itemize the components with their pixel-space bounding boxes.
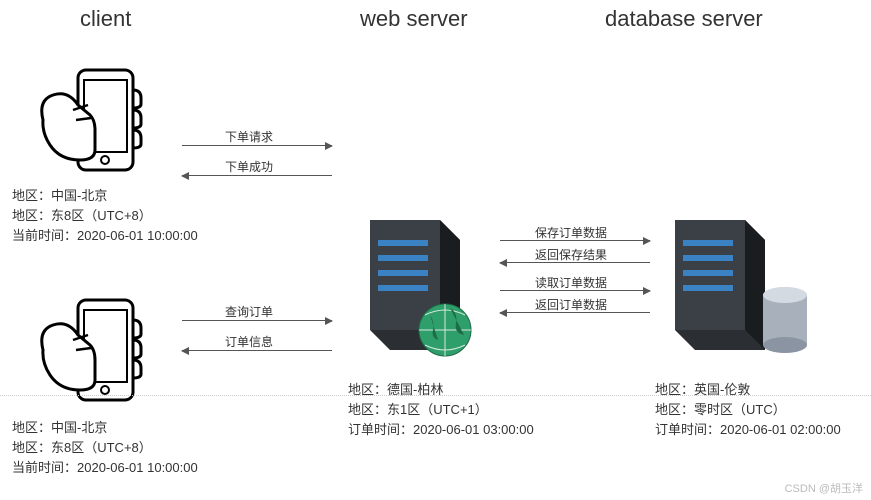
dbserver-tz: 地区：零时区（UTC） (655, 400, 841, 420)
client1-time: 当前时间：2020-06-01 10:00:00 (12, 226, 198, 246)
client2-phone-icon (28, 290, 148, 410)
client-column-title: client (80, 6, 131, 32)
arrow-read-order-label: 读取订单数据 (535, 274, 607, 291)
watermark: CSDN @胡玉洋 (785, 480, 863, 496)
dbserver-info: 地区：英国-伦敦 地区：零时区（UTC） 订单时间：2020-06-01 02:… (655, 380, 841, 440)
client1-tz: 地区：东8区（UTC+8） (12, 206, 198, 226)
webserver-time: 订单时间：2020-06-01 03:00:00 (348, 420, 534, 440)
arrow-save-result-label: 返回保存结果 (535, 246, 607, 263)
arrow-order-request (182, 145, 332, 146)
client2-location: 地区：中国-北京 (12, 418, 198, 438)
arrow-order-success (182, 175, 332, 176)
arrow-order-success-label: 下单成功 (225, 158, 273, 175)
webserver-tz: 地区：东1区（UTC+1） (348, 400, 534, 420)
client1-location: 地区：中国-北京 (12, 186, 198, 206)
dotted-divider (0, 395, 871, 396)
dbserver-location: 地区：英国-伦敦 (655, 380, 841, 400)
dbserver-time: 订单时间：2020-06-01 02:00:00 (655, 420, 841, 440)
arrow-order-info-label: 订单信息 (225, 333, 273, 350)
client1-phone-icon (28, 60, 148, 180)
arrow-query-order (182, 320, 332, 321)
client2-time: 当前时间：2020-06-01 10:00:00 (12, 458, 198, 478)
webserver-location: 地区：德国-柏林 (348, 380, 534, 400)
arrow-return-order-label: 返回订单数据 (535, 296, 607, 313)
arrow-order-request-label: 下单请求 (225, 128, 273, 145)
client1-info: 地区：中国-北京 地区：东8区（UTC+8） 当前时间：2020-06-01 1… (12, 186, 198, 246)
webserver-column-title: web server (360, 6, 468, 32)
arrow-order-info (182, 350, 332, 351)
webserver-icon (350, 200, 480, 350)
arrow-query-order-label: 查询订单 (225, 303, 273, 320)
dbserver-column-title: database server (605, 6, 763, 32)
client2-info: 地区：中国-北京 地区：东8区（UTC+8） 当前时间：2020-06-01 1… (12, 418, 198, 478)
arrow-save-order-label: 保存订单数据 (535, 224, 607, 241)
dbserver-icon (665, 205, 795, 355)
webserver-info: 地区：德国-柏林 地区：东1区（UTC+1） 订单时间：2020-06-01 0… (348, 380, 534, 440)
client2-tz: 地区：东8区（UTC+8） (12, 438, 198, 458)
